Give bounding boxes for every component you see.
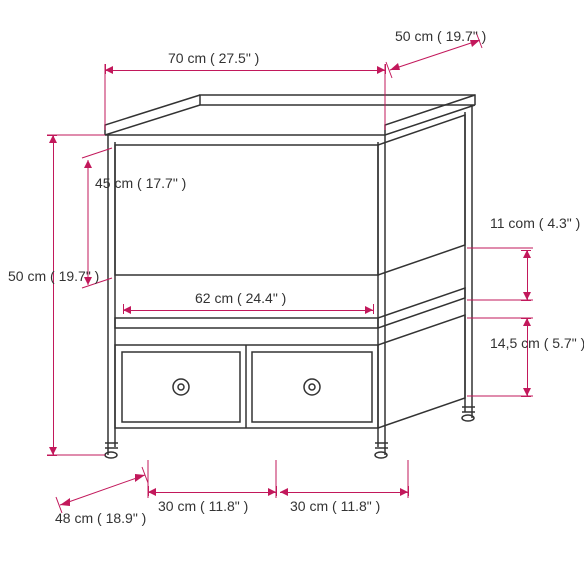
label-panel-diag: 45 cm ( 17.7" ) [95,175,186,191]
tick [123,304,124,314]
tick [47,135,57,136]
label-depth-bottom: 48 cm ( 18.9" ) [55,510,146,526]
tick [47,455,57,456]
dim-drawer-height-line [527,318,528,396]
label-drawer-height: 14,5 cm ( 5.7" ) [490,335,584,352]
label-width-top: 70 cm ( 27.5" ) [168,50,259,66]
furniture-drawing [0,0,584,584]
arrow-icon [523,292,531,300]
tick [521,250,531,251]
arrow-icon [49,447,57,455]
arrow-icon [523,250,531,258]
diagram-canvas: 70 cm ( 27.5" ) 50 cm ( 19.7" ) 45 cm ( … [0,0,584,584]
label-shelf-inner: 62 cm ( 24.4" ) [195,290,286,306]
tick [148,486,149,496]
arrow-icon [49,135,57,143]
arrow-icon [280,488,288,496]
tick [521,300,531,301]
dim-drawer-right-line [280,492,408,493]
arrow-icon [123,306,131,314]
label-drawer-left: 30 cm ( 11.8" ) [158,498,248,514]
tick [276,486,277,496]
label-drawer-right: 30 cm ( 11.8" ) [290,498,380,514]
label-gap-right: 11 com ( 4.3" ) [490,215,580,232]
tick [373,304,374,314]
arrow-icon [523,318,531,326]
arrow-icon [523,388,531,396]
arrow-icon [148,488,156,496]
arrow-icon [268,488,276,496]
tick [385,64,386,74]
label-height-left: 50 cm ( 19.7" ) [8,268,99,284]
tick [521,396,531,397]
label-depth-top: 50 cm ( 19.7" ) [395,28,486,44]
dim-height-left-line [53,135,54,455]
tick [105,64,106,74]
arrow-icon [365,306,373,314]
tick [521,318,531,319]
dim-drawer-left-line [148,492,276,493]
tick [408,486,409,496]
arrow-icon [377,66,385,74]
arrow-icon [400,488,408,496]
arrow-icon [105,66,113,74]
dim-shelf-inner-line [123,310,373,311]
dim-width-top-line [105,70,385,71]
